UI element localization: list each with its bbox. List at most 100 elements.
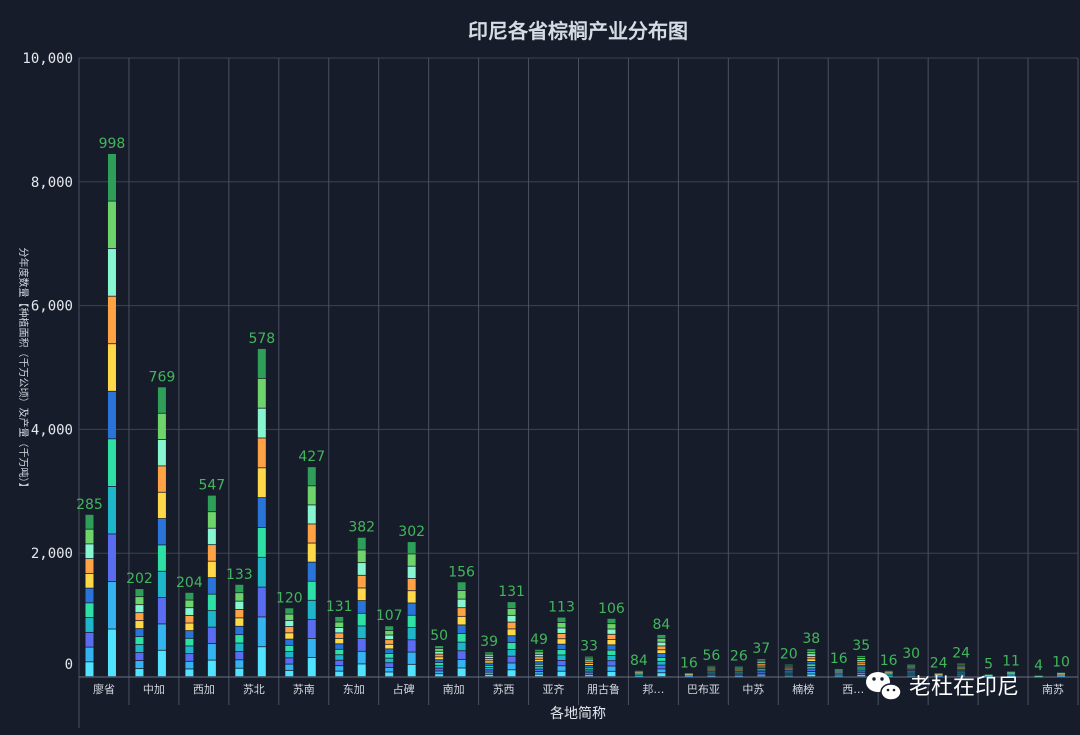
bar-segment [757,668,766,670]
bar-segment [607,666,616,671]
bar-segment [135,637,144,645]
data-label: 202 [126,571,153,587]
bar [934,673,943,678]
x-tick-label: 西加 [193,683,215,696]
bar-segment [607,661,616,666]
bar-segment [807,669,816,672]
bar-segment [557,649,566,655]
bar [507,602,516,677]
bar-segment [235,660,244,668]
bar-segment [584,660,593,662]
bar-segment [107,153,116,201]
bar-segment [335,655,344,660]
data-label: 24 [952,645,970,661]
bar-segment [207,545,216,561]
bar-segment [307,581,316,600]
bar-segment [335,622,344,628]
bar-segment [357,613,366,626]
bar-segment [557,633,566,639]
bar-segment [857,675,866,677]
data-label: 107 [376,608,403,624]
data-label: 38 [802,631,820,647]
bars [85,153,1066,678]
data-label: 16 [830,651,848,667]
bar-segment [385,649,394,654]
bar [884,670,893,677]
bar-segment [307,657,316,677]
bar-segment [507,656,516,663]
bar-segment [407,591,416,603]
bar-segment [285,639,294,645]
bar-segment [607,618,616,624]
bar-segment [185,654,194,661]
x-tick-label: 朋古鲁 [587,682,620,696]
bar-segment [535,664,544,667]
bar-segment [107,344,116,391]
data-label: 26 [730,648,748,664]
bar [657,634,666,677]
bar-segment [807,661,816,664]
bar-segment [307,524,316,543]
bar-segment [757,662,766,664]
bar-segment [385,653,394,658]
bar-segment [335,633,344,638]
bar-segment [435,657,444,660]
bar-segment [435,651,444,654]
bar-segment [135,653,144,661]
x-tick-label: 中加 [143,683,165,696]
bar-segment [357,537,366,550]
bar-segment [607,655,616,661]
bar-segment [335,671,344,677]
bar-segment [535,659,544,662]
bar-segment [457,659,466,668]
bar-segment [857,661,866,663]
bar-segment [157,571,166,598]
bar-segment [507,670,516,677]
bar-segment [185,623,194,631]
bar-segment [485,663,494,665]
bar-segment [535,669,544,672]
bar-segment [557,628,566,633]
bar-segment [457,625,466,634]
bar-segment [485,672,494,674]
bar-segment [157,545,166,571]
bar-segment [235,668,244,677]
bar-segment [657,650,666,654]
bar-segment [307,619,316,639]
x-axis-label: 各地简称 [550,705,606,722]
data-label: 39 [480,634,498,650]
bar-segment [657,634,666,638]
bar-segment [85,529,94,544]
bar-segment [85,588,94,603]
bar-segment [207,611,216,627]
bar-segment [584,667,593,669]
bar-segment [385,644,394,649]
x-tick-label: 南加 [443,683,465,696]
y-tick-label: 0 [65,657,73,673]
chart-title: 印尼各省棕榈产业分布图 [468,19,688,43]
bar-segment [335,666,344,671]
data-label: 382 [348,520,375,536]
x-tick-label: 中苏 [742,683,764,696]
x-tick-label: 南苏 [1042,683,1064,696]
bar-segment [457,616,466,625]
bar-segment [857,671,866,673]
bar-segment [207,660,216,677]
data-label: 35 [852,638,870,654]
bar-segment [807,654,816,656]
x-tick-labels: 廖省 中加 西加 苏北 苏南 东加 占碑 南加 苏西 亚齐 朋古鲁 邦… 巴布亚 中苏 楠榜 西… 南苏 [93,682,1064,696]
bar-segment [307,638,316,658]
bar-segment [607,671,616,677]
bar [107,153,116,677]
bar-segment [357,563,366,575]
bar-segment [357,601,366,613]
bar-segment [407,554,416,566]
bar-segment [307,486,316,505]
bar-segment [85,662,94,677]
bar-segment [157,466,166,492]
bar-segment [657,657,666,661]
bar-segment [335,660,344,666]
bar-segment [757,673,766,675]
y-tick-label: 4,000 [31,422,73,438]
bar-segment [257,468,266,498]
